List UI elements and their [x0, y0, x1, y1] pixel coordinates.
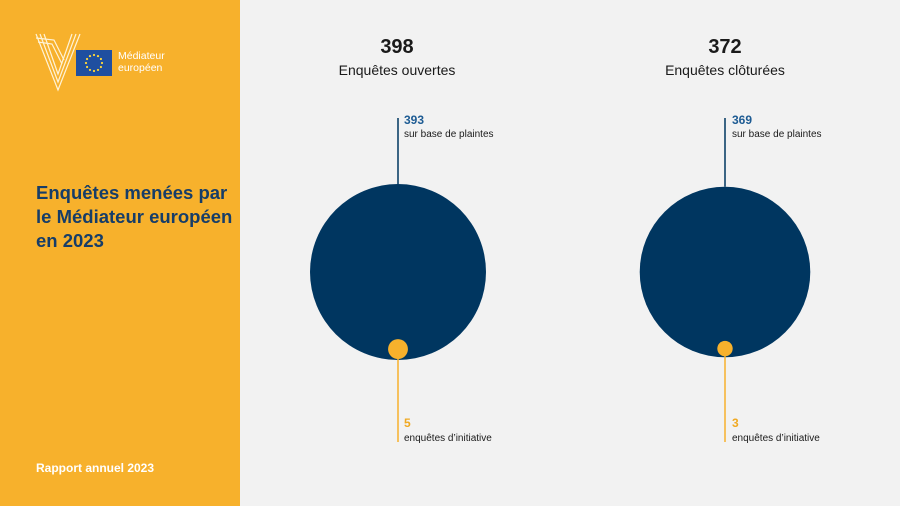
- opened-initiative-label: enquêtes d’initiative: [404, 433, 492, 444]
- closed-complaints-label: sur base de plaintes: [732, 129, 822, 140]
- eu-star-icon: [92, 53, 96, 57]
- complaints-bubble: [310, 184, 486, 360]
- closed-initiative-label: enquêtes d’initiative: [732, 433, 820, 444]
- logo-text: Médiateur européen: [118, 50, 198, 74]
- eu-star-icon: [99, 65, 103, 69]
- complaints-bubble: [639, 186, 811, 358]
- eu-star-icon: [96, 68, 100, 72]
- eu-star-icon: [99, 57, 103, 61]
- opened-complaints-label: sur base de plaintes: [404, 129, 494, 140]
- ombudsman-logo: Médiateur européen: [34, 30, 194, 96]
- opened-total: 398: [380, 36, 414, 58]
- closed-complaints-value: 369: [732, 113, 753, 127]
- eu-star-icon: [84, 61, 88, 65]
- page-title: Enquêtes menées par le Médiateur europée…: [36, 182, 233, 251]
- eu-star-icon: [96, 54, 100, 58]
- closed-initiative-value: 3: [732, 416, 739, 430]
- initiative-bubble: [717, 340, 733, 357]
- ombudsman-logo-mark-icon: [35, 33, 81, 92]
- report-footer: Rapport annuel 2023: [36, 461, 155, 475]
- eu-star-icon: [88, 54, 92, 58]
- eu-flag-icon: [76, 50, 112, 76]
- eu-star-icon: [85, 65, 89, 69]
- logo-line-1: Médiateur: [118, 50, 165, 62]
- opened-label: Enquêtes ouvertes: [338, 62, 456, 78]
- bubble-charts: [310, 118, 811, 442]
- logo-line-2: européen: [118, 62, 163, 74]
- sidebar: Médiateur européen Enquêtes menées par l…: [0, 0, 240, 506]
- main-area: 398 Enquêtes ouvertes 393 sur base de pl…: [240, 0, 900, 506]
- opened-initiative-value: 5: [404, 416, 411, 430]
- closed-total: 372: [708, 36, 742, 58]
- initiative-bubble: [388, 339, 408, 359]
- eu-star-icon: [100, 61, 104, 65]
- eu-star-icon: [92, 69, 96, 73]
- eu-star-icon: [85, 57, 89, 61]
- opened-complaints-value: 393: [404, 113, 425, 127]
- closed-label: Enquêtes clôturées: [665, 62, 785, 78]
- eu-star-icon: [88, 68, 92, 72]
